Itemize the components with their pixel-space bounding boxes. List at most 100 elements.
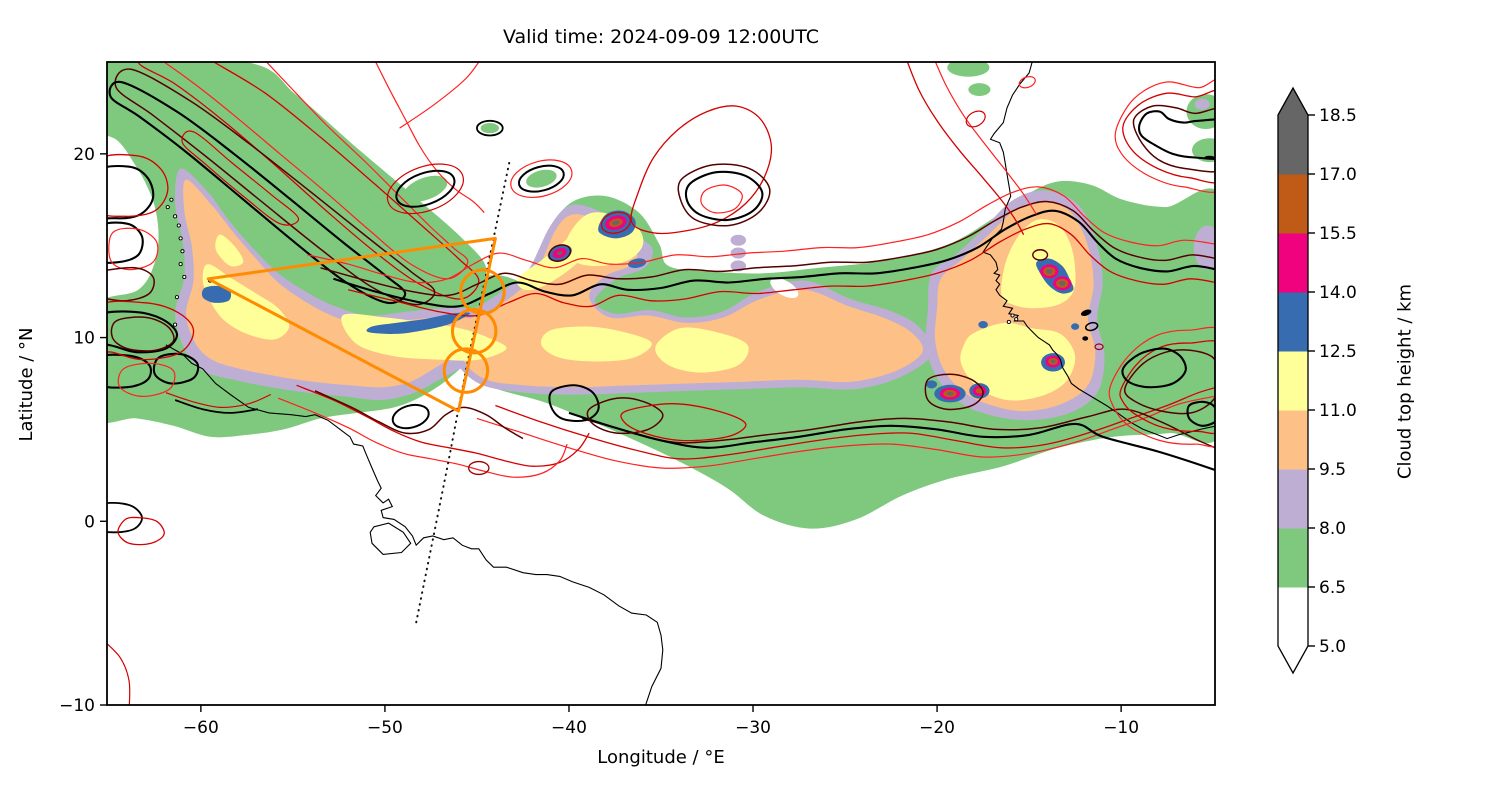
colorbar-tick-label: 17.0: [1319, 165, 1357, 185]
colorbar-tick-label: 5.0: [1319, 637, 1346, 657]
icwv-nw-black: [108, 80, 407, 305]
x-tick-label: −20: [919, 718, 955, 738]
icwv-coast-red-2: [277, 397, 568, 478]
icwv-ll-black-ext: [174, 399, 259, 414]
x-tick-label: −10: [1103, 718, 1139, 738]
blue-africa-4: [926, 380, 938, 389]
colorbar-segment-7: [1278, 174, 1308, 234]
colorbar-segment-6: [1278, 233, 1308, 293]
core-africa-4-brown: [975, 388, 984, 394]
lavender-corner-tr: [1194, 98, 1210, 110]
colorbar-tick-label: 14.0: [1319, 283, 1357, 303]
ring-blob-tc3-black: [476, 119, 504, 137]
core-africa-3-gray: [1050, 359, 1056, 364]
island-speck-11: [1010, 313, 1015, 318]
ring-blob-tc2-black: [517, 164, 565, 193]
icwv-ul-red-1: [107, 153, 169, 217]
colorbar-tick-label: 11.0: [1319, 401, 1357, 421]
plot-frame: [106, 61, 1216, 706]
icwv-africa-loop-1: [965, 110, 986, 128]
yellow-west-core-2: [215, 234, 244, 267]
flight-track-circle-2: [450, 307, 498, 355]
colorbar-segment-1: [1278, 528, 1308, 588]
icwv-africa-diag-red-2: [934, 62, 1038, 215]
coast-west-africa: [982, 62, 1215, 440]
flight-track-circle-3: [442, 347, 490, 394]
island-speck-3: [176, 223, 181, 228]
y-tick-label: 20: [73, 145, 95, 165]
icwv-br-black-2: [1186, 400, 1215, 427]
flight-track-circle-1: [459, 268, 506, 315]
yellow-west-core-1: [202, 264, 290, 340]
map-features: [107, 62, 1215, 705]
core-lobe-w-gray: [557, 251, 563, 256]
colorbar-tick-label: 9.5: [1319, 460, 1346, 480]
colorbar-tick-label: 8.0: [1319, 519, 1346, 539]
ring-blob-tc1-black: [395, 169, 456, 208]
y-tick-label: 10: [73, 329, 95, 349]
icwv-eq-red: [117, 516, 165, 546]
page-title: Valid time: 2024-09-09 12:00UTC: [502, 26, 820, 48]
core-africa-5-gray: [946, 391, 954, 396]
island-speck-1: [165, 205, 170, 210]
colorbar-segment-5: [1278, 292, 1308, 352]
island-speck-10: [173, 322, 178, 327]
icwv-ll-black-1: [107, 310, 178, 354]
icwv-ll-dark: [110, 316, 175, 352]
icwv-south-dark-loop: [586, 397, 664, 435]
island-speck-0: [169, 197, 174, 202]
black-spot-guinea-3: [1084, 321, 1099, 332]
colorbar-segment-3: [1278, 410, 1308, 470]
yellow-mid-core: [540, 326, 652, 362]
core-africa-1-gray: [1046, 269, 1053, 274]
icwv-nw-red-squiggle: [375, 62, 485, 214]
icwv-ctr-dark: [677, 163, 771, 227]
island-speck-5: [180, 249, 185, 254]
white-notch: [770, 277, 799, 299]
icwv-tr-red-outer: [1114, 79, 1215, 193]
icwv-nw-dark: [114, 68, 436, 306]
icwv-dark-loop-14n: [1032, 249, 1049, 261]
icwv-eq-black: [107, 501, 143, 534]
ring-lobe-west-dark: [548, 244, 572, 262]
green-blob-topeast-1: [947, 62, 990, 77]
icwv-ll-red-1: [107, 300, 195, 361]
icwv-ew-south-dark: [581, 408, 1215, 449]
blue-west-small: [201, 285, 232, 303]
x-tick-label: −50: [367, 718, 403, 738]
icwv-nw-red-inner: [181, 130, 300, 226]
core-lobe-gray: [612, 220, 620, 226]
colorbar-segment-8: [1278, 115, 1308, 175]
lavender-dot-2: [730, 247, 747, 259]
core-africa-2-gray: [1058, 280, 1066, 286]
icwv-ew-south-black: [568, 411, 1215, 472]
coast-south-america: [165, 344, 664, 705]
island-speck-7: [182, 274, 187, 279]
x-axis-label: Longitude / °E: [597, 747, 725, 768]
green-blob-topcenter-1: [403, 175, 448, 202]
icwv-coast-black-ellipse: [391, 403, 430, 430]
island-speck-6: [178, 262, 183, 267]
icwv-tr-red-mid: [1122, 89, 1215, 184]
y-tick-label: 0: [84, 512, 95, 532]
icwv-ul-black-2: [107, 221, 144, 264]
ring-lobe-red: [600, 211, 631, 234]
x-tick-label: −30: [735, 718, 771, 738]
icwv-nw-red-mid: [137, 62, 480, 300]
colorbar-tick-label: 18.5: [1319, 106, 1357, 126]
blue-africa-6: [978, 321, 988, 329]
colorbar-tick-label: 15.5: [1319, 224, 1357, 244]
icwv-ll-black-3: [152, 352, 200, 385]
island-speck-13: [1006, 319, 1011, 325]
yellow-east-core: [655, 327, 749, 373]
icwv-br-red-outer: [1108, 326, 1215, 448]
colorbar-under-arrow: [1278, 646, 1308, 673]
colorbar-segment-0: [1278, 587, 1308, 647]
island-speck-2: [173, 214, 178, 219]
icwv-ew-north-red-1: [347, 222, 1215, 317]
icwv-south-red-loop: [620, 403, 747, 442]
icwv-ul-red-2: [108, 227, 159, 271]
icwv-coast-red-1: [296, 384, 590, 467]
icwv-coast-dark: [314, 390, 524, 440]
